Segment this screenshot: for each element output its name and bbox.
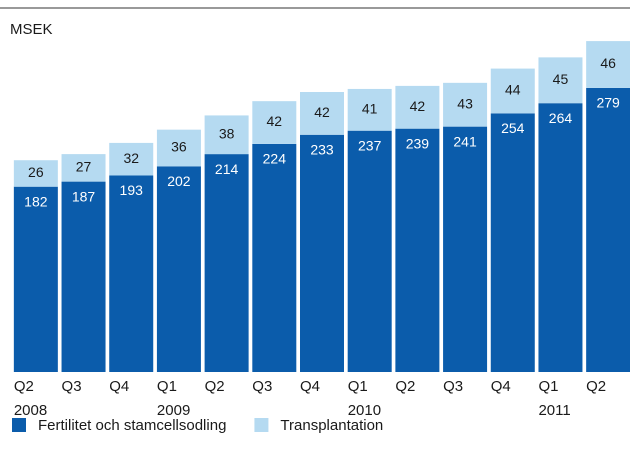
bar-segment: [300, 134, 344, 372]
value-label: 44: [505, 82, 521, 98]
bar-segment: [204, 115, 249, 155]
value-label: 32: [123, 150, 139, 166]
value-label: 237: [358, 137, 382, 153]
bar-segment: [252, 101, 297, 144]
value-label: 42: [410, 98, 426, 114]
bar-segment: [347, 88, 392, 131]
bar-segment: [204, 154, 249, 372]
year-label: 2008: [14, 402, 47, 419]
legend-label: Fertilitet och stamcellsodling: [38, 417, 226, 434]
x-tick-label: Q4: [109, 378, 129, 395]
bar-segment: [156, 129, 201, 167]
bar-segment: [395, 85, 440, 129]
bar-segment: [443, 82, 488, 127]
bar-segment: [490, 113, 535, 372]
value-label: 182: [24, 193, 48, 209]
year-label: 2010: [348, 402, 381, 419]
legend-swatch: [254, 418, 269, 432]
value-label: 187: [72, 188, 96, 204]
value-label: 36: [171, 139, 187, 155]
bar-segment: [156, 166, 201, 372]
value-label: 264: [549, 110, 573, 126]
bar-segment: [586, 41, 630, 88]
x-tick-label: Q1: [538, 378, 558, 395]
x-tick-label: Q3: [62, 378, 82, 395]
value-label: 42: [267, 113, 283, 129]
x-tick-label: Q1: [348, 378, 368, 395]
year-label: 2011: [538, 402, 570, 419]
value-label: 42: [314, 104, 330, 120]
bar-segment: [586, 87, 630, 372]
bar-segment: [13, 186, 58, 372]
x-tick-label: Q2: [14, 378, 34, 395]
bar-segment: [300, 92, 344, 135]
x-tick-label: Q3: [252, 378, 272, 395]
value-label: 27: [76, 159, 92, 175]
value-label: 45: [553, 71, 569, 87]
value-label: 254: [501, 120, 525, 136]
value-label: 233: [310, 141, 334, 157]
bar-segment: [61, 154, 106, 182]
value-label: 46: [600, 55, 616, 71]
value-label: 43: [457, 95, 473, 111]
unit-label: MSEK: [10, 21, 53, 38]
bar-segment: [395, 128, 440, 372]
x-tick-label: Q3: [443, 378, 463, 395]
bar-segment: [109, 142, 154, 176]
bar-segment: [61, 181, 106, 372]
bar-segment: [347, 130, 392, 372]
bar-segment: [13, 160, 58, 187]
value-label: 202: [167, 173, 191, 189]
value-label: 279: [596, 95, 620, 111]
value-label: 41: [362, 101, 378, 117]
x-tick-label: Q1: [157, 378, 177, 395]
value-label: 26: [28, 164, 44, 180]
legend-label: Transplantation: [280, 417, 383, 434]
bar-segment: [443, 126, 488, 372]
value-label: 214: [215, 161, 239, 177]
legend-swatch: [12, 418, 26, 432]
bar-segment: [538, 103, 583, 372]
x-tick-label: Q2: [395, 378, 415, 395]
bar-segment: [490, 68, 535, 114]
x-tick-label: Q4: [300, 378, 320, 395]
x-tick-label: Q2: [586, 378, 606, 395]
value-label: 193: [120, 182, 144, 198]
value-label: 224: [263, 151, 287, 167]
value-label: 241: [453, 133, 477, 149]
value-label: 38: [219, 125, 235, 141]
x-tick-label: Q4: [491, 378, 511, 395]
bar-segment: [252, 143, 297, 372]
x-tick-label: Q2: [205, 378, 225, 395]
bar-segment: [538, 57, 583, 104]
bar-segment: [109, 175, 154, 372]
value-label: 239: [406, 135, 430, 151]
year-label: 2009: [157, 402, 190, 419]
